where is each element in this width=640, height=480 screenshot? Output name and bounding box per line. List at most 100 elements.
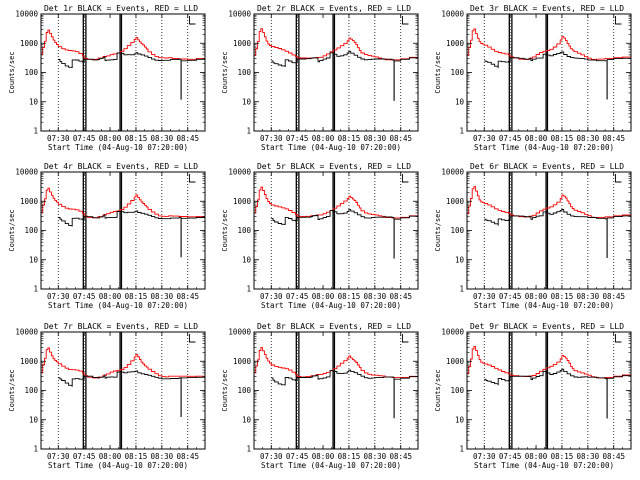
y-tick-label: 1 <box>246 445 251 454</box>
x-axis-label: Start Time (04-Aug-10 07:20:00) <box>474 461 614 470</box>
y-tick-label: 10 <box>29 415 39 424</box>
plot-frame <box>253 331 419 450</box>
x-tick-label: 08:15 <box>125 452 148 461</box>
y-tick-label: 1000 <box>20 357 39 366</box>
series-lld <box>41 29 206 60</box>
y-tick-label: 100 <box>237 226 251 235</box>
x-tick-label: 08:30 <box>364 452 387 461</box>
x-tick-label: 08:30 <box>151 134 174 143</box>
x-tick-label: 08:45 <box>389 452 412 461</box>
y-axis-label: Counts/sec <box>221 51 229 93</box>
y-tick-label: 1000 <box>20 197 39 206</box>
y-axis-label: Counts/sec <box>434 51 442 93</box>
x-tick-label: 08:45 <box>389 292 412 301</box>
series-lld <box>467 345 632 379</box>
y-tick-label: 100 <box>24 226 38 235</box>
x-tick-label: 07:30 <box>473 292 496 301</box>
y-tick-label: 1 <box>459 285 464 294</box>
x-tick-label: 07:30 <box>47 292 70 301</box>
x-tick-label: 08:45 <box>602 292 625 301</box>
y-tick-label: 10000 <box>441 168 464 177</box>
y-tick-label: 10000 <box>441 328 464 337</box>
y-tick-label: 10000 <box>228 168 251 177</box>
y-tick-label: 10000 <box>228 10 251 19</box>
series-lld <box>467 28 632 60</box>
plot-frame <box>253 13 419 132</box>
x-tick-label: 07:45 <box>499 292 522 301</box>
x-tick-label: 07:30 <box>260 134 283 143</box>
y-tick-label: 10 <box>455 97 465 106</box>
y-tick-label: 10 <box>29 97 39 106</box>
series-events <box>58 370 206 418</box>
y-tick-label: 10 <box>242 415 252 424</box>
y-tick-label: 10 <box>242 255 252 264</box>
y-tick-label: 10000 <box>228 328 251 337</box>
series-events <box>271 50 419 101</box>
y-tick-label: 1 <box>33 285 38 294</box>
x-tick-label: 08:30 <box>364 292 387 301</box>
panel-title: Det 8r BLACK = Events, RED = LLD <box>257 322 411 331</box>
x-axis-label: Start Time (04-Aug-10 07:20:00) <box>48 461 188 470</box>
x-tick-label: 07:45 <box>499 134 522 143</box>
y-axis-label: Counts/sec <box>434 369 442 411</box>
x-tick-label: 07:45 <box>73 134 96 143</box>
x-axis-label: Start Time (04-Aug-10 07:20:00) <box>261 301 401 310</box>
y-tick-label: 100 <box>24 386 38 395</box>
x-axis-label: Start Time (04-Aug-10 07:20:00) <box>474 301 614 310</box>
x-axis-label: Start Time (04-Aug-10 07:20:00) <box>48 143 188 152</box>
plot-frame <box>40 331 206 450</box>
bracket-marker <box>189 174 196 183</box>
x-tick-label: 08:45 <box>389 134 412 143</box>
x-tick-label: 07:45 <box>286 452 309 461</box>
panel-title: Det 4r BLACK = Events, RED = LLD <box>44 162 198 171</box>
x-axis-label: Start Time (04-Aug-10 07:20:00) <box>261 461 401 470</box>
x-tick-label: 07:45 <box>286 292 309 301</box>
panel-3: Det 3r BLACK = Events, RED = LLD 1 10 100 10… <box>434 4 632 152</box>
x-tick-label: 08:30 <box>151 452 174 461</box>
panel-7: Det 7r BLACK = Events, RED = LLD 1 10 100 10… <box>8 322 206 470</box>
y-tick-label: 10 <box>29 255 39 264</box>
series-lld <box>467 186 632 219</box>
y-axis-label: Counts/sec <box>221 369 229 411</box>
y-tick-label: 1 <box>246 127 251 136</box>
y-tick-label: 1000 <box>233 197 252 206</box>
y-tick-label: 10 <box>455 415 465 424</box>
plot-frame <box>253 171 419 290</box>
panel-title: Det 3r BLACK = Events, RED = LLD <box>470 4 624 13</box>
x-tick-label: 08:45 <box>176 452 199 461</box>
x-tick-label: 08:15 <box>125 292 148 301</box>
x-tick-label: 07:30 <box>473 452 496 461</box>
panel-5: Det 5r BLACK = Events, RED = LLD 1 10 100 10… <box>221 162 419 310</box>
x-tick-label: 08:00 <box>312 292 335 301</box>
y-tick-label: 10000 <box>15 10 38 19</box>
x-tick-label: 07:30 <box>47 452 70 461</box>
y-tick-label: 10000 <box>441 10 464 19</box>
x-tick-label: 08:00 <box>99 134 122 143</box>
series-lld <box>41 187 206 219</box>
x-tick-label: 08:45 <box>176 292 199 301</box>
bracket-marker <box>189 334 196 343</box>
x-axis-label: Start Time (04-Aug-10 07:20:00) <box>48 301 188 310</box>
x-tick-label: 07:45 <box>286 134 309 143</box>
y-tick-label: 100 <box>237 68 251 77</box>
bracket-marker <box>402 174 409 183</box>
bracket-marker <box>402 16 409 25</box>
panel-1: Det 1r BLACK = Events, RED = LLD 1 10 100 10… <box>8 4 206 152</box>
x-tick-label: 08:30 <box>151 292 174 301</box>
x-tick-label: 07:45 <box>499 452 522 461</box>
y-tick-label: 10 <box>455 255 465 264</box>
x-tick-label: 07:30 <box>260 452 283 461</box>
panel-title: Det 1r BLACK = Events, RED = LLD <box>44 4 198 13</box>
series-lld <box>254 186 419 219</box>
x-tick-label: 07:45 <box>73 452 96 461</box>
y-tick-label: 1 <box>459 445 464 454</box>
x-tick-label: 08:00 <box>525 292 548 301</box>
x-tick-label: 08:30 <box>577 292 600 301</box>
series-events <box>271 369 419 419</box>
x-tick-label: 07:30 <box>473 134 496 143</box>
y-tick-label: 1000 <box>233 39 252 48</box>
y-tick-label: 1000 <box>446 357 465 366</box>
panel-title: Det 2r BLACK = Events, RED = LLD <box>257 4 411 13</box>
x-tick-label: 08:45 <box>176 134 199 143</box>
plot-frame <box>466 13 632 132</box>
